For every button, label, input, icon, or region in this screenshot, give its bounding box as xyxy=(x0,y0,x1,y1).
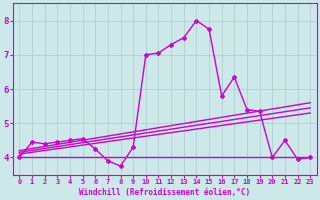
X-axis label: Windchill (Refroidissement éolien,°C): Windchill (Refroidissement éolien,°C) xyxy=(79,188,250,197)
